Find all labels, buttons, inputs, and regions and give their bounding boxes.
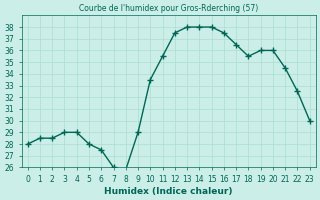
X-axis label: Humidex (Indice chaleur): Humidex (Indice chaleur) [104, 187, 233, 196]
Title: Courbe de l'humidex pour Gros-Rderching (57): Courbe de l'humidex pour Gros-Rderching … [79, 4, 258, 13]
